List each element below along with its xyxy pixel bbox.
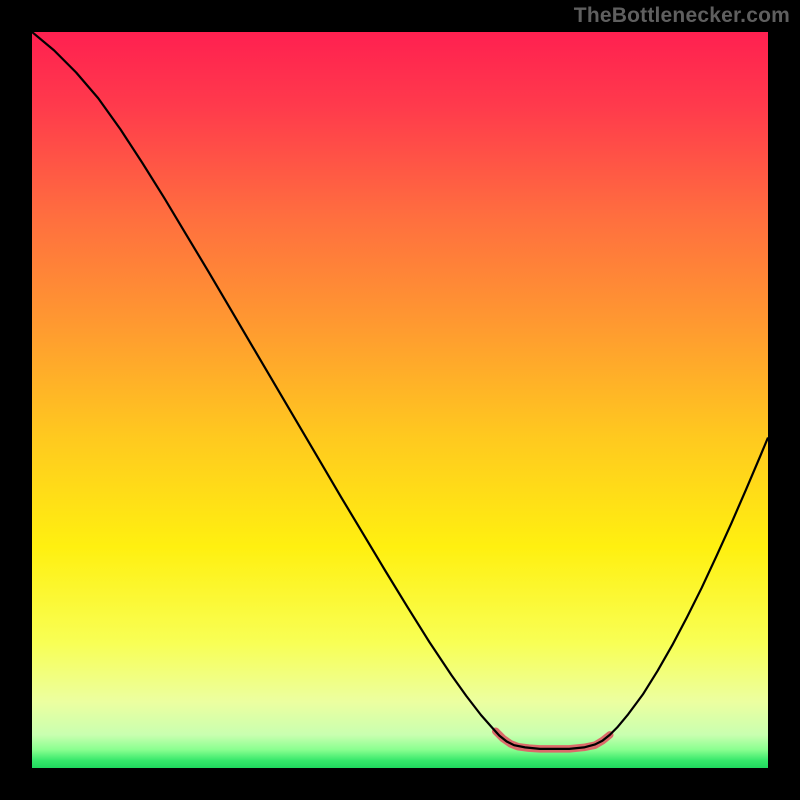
plot-area [32,32,768,768]
main-curve [32,32,768,749]
chart-svg [32,32,768,768]
watermark-text: TheBottlenecker.com [574,4,790,28]
chart-frame: TheBottlenecker.com [0,0,800,800]
